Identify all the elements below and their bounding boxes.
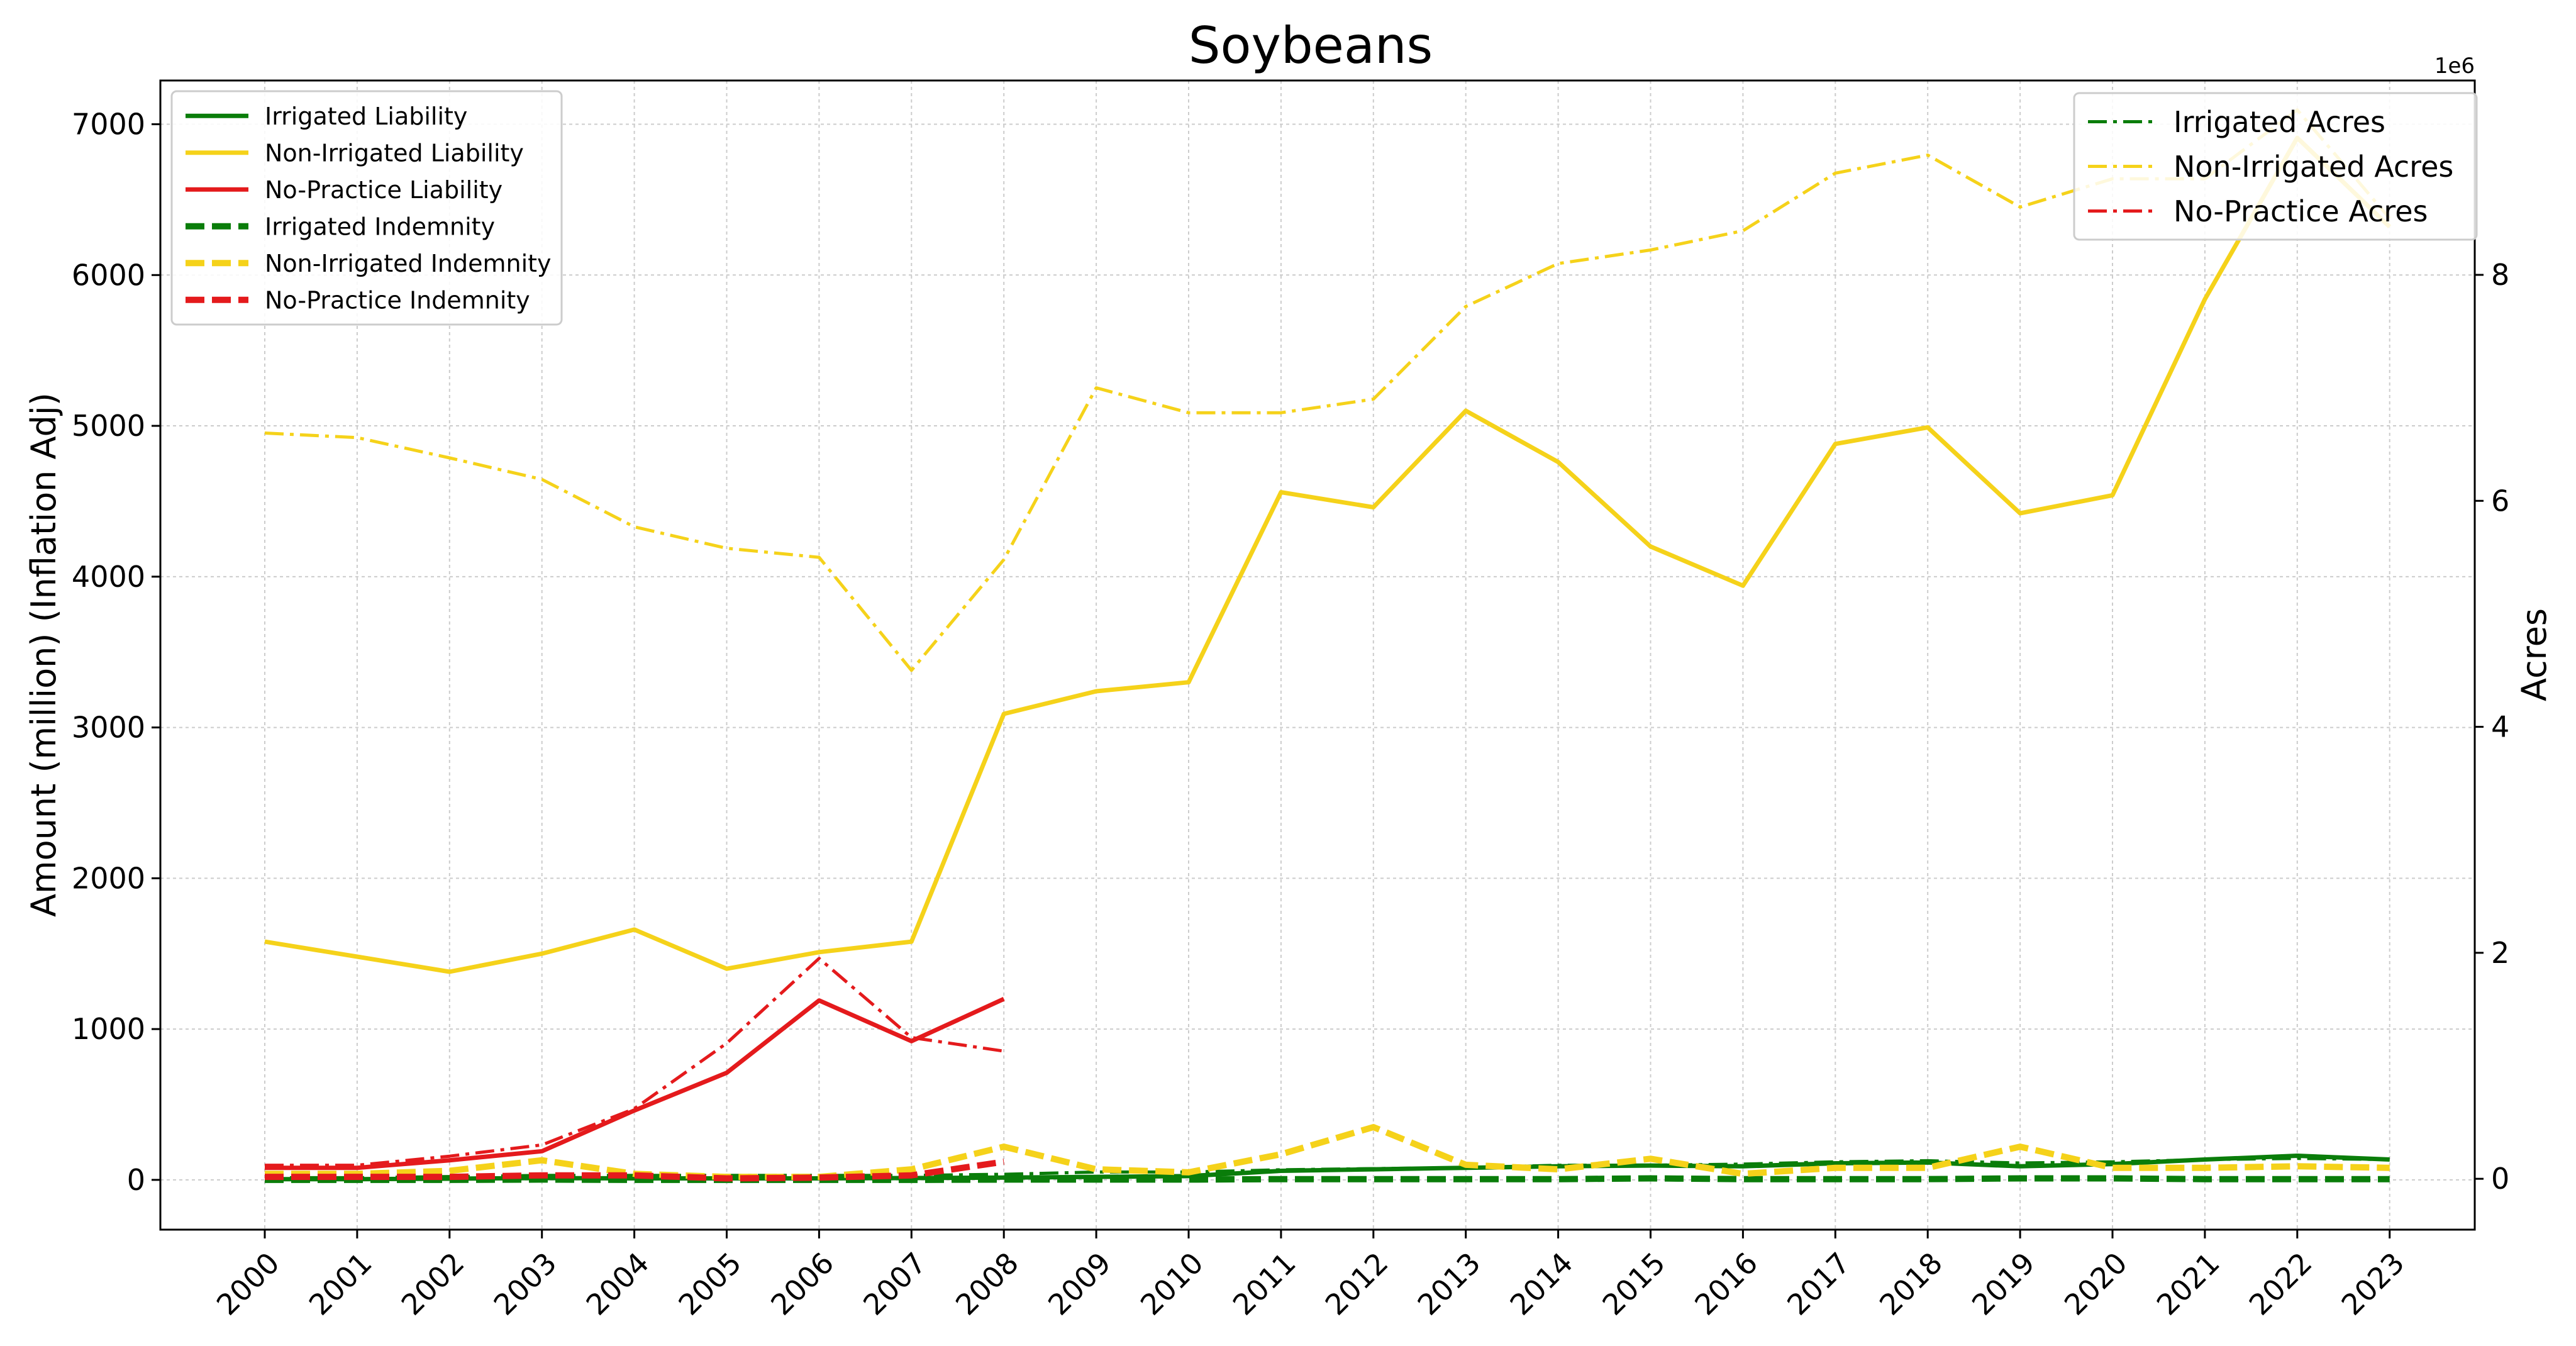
legend-entry: Non-Irrigated Liability — [265, 139, 524, 167]
y-tick-label-left: 0 — [127, 1163, 145, 1197]
y-axis-label-right: Acres — [2514, 608, 2554, 701]
chart-title: Soybeans — [1189, 16, 1433, 75]
y-tick-label-left: 6000 — [72, 258, 145, 292]
y-tick-label-right: 4 — [2491, 710, 2509, 744]
right-axis-multiplier: 1e6 — [2434, 53, 2475, 79]
legend-right: Irrigated Acres Non-Irrigated Acres No-Pra… — [2073, 92, 2478, 241]
legend-box — [2073, 92, 2478, 241]
legend-entry: No-Practice Acres — [2174, 194, 2428, 228]
y-tick-label-left: 1000 — [72, 1012, 145, 1046]
legend-box — [170, 90, 563, 326]
y-tick-label-left: 5000 — [72, 409, 145, 443]
series-line-non-irrigated-indemnity — [265, 1124, 2390, 1181]
y-tick-label-right: 6 — [2491, 484, 2509, 518]
legend-entry: Non-Irrigated Acres — [2174, 150, 2453, 184]
y-tick-label-left: 4000 — [72, 560, 145, 594]
legend-entry: Irrigated Acres — [2174, 105, 2385, 139]
series-layer — [264, 108, 2392, 1183]
legend-entry: Irrigated Indemnity — [265, 213, 495, 240]
series-line-no-practice-liability — [265, 997, 1005, 1171]
legend-entry: Non-Irrigated Indemnity — [265, 250, 552, 277]
y-tick-label-right: 8 — [2491, 258, 2509, 292]
y-tick-label-left: 3000 — [72, 711, 145, 745]
y-tick-label-right: 0 — [2491, 1162, 2509, 1196]
series-line-irrigated-indemnity — [265, 1175, 2390, 1183]
legend-entry: Irrigated Liability — [265, 103, 467, 130]
series-line-non-irrigated-liability — [264, 135, 2392, 974]
series-line-non-irrigated-acres — [264, 108, 2391, 672]
y-tick-label-right: 2 — [2491, 936, 2509, 970]
legend-entry: No-Practice Indemnity — [265, 286, 530, 314]
y-axis-label-left: Amount (million) (Inflation Adj) — [24, 392, 64, 917]
legend-left: Irrigated Liability Non-Irrigated Liabili… — [170, 90, 563, 326]
y-tick-label-left: 2000 — [72, 861, 145, 895]
plot-frame — [159, 79, 2476, 1231]
legend-entry: No-Practice Liability — [265, 176, 502, 204]
series-line-no-practice-indemnity — [265, 1159, 1004, 1182]
y-tick-label-left: 7000 — [72, 108, 145, 142]
